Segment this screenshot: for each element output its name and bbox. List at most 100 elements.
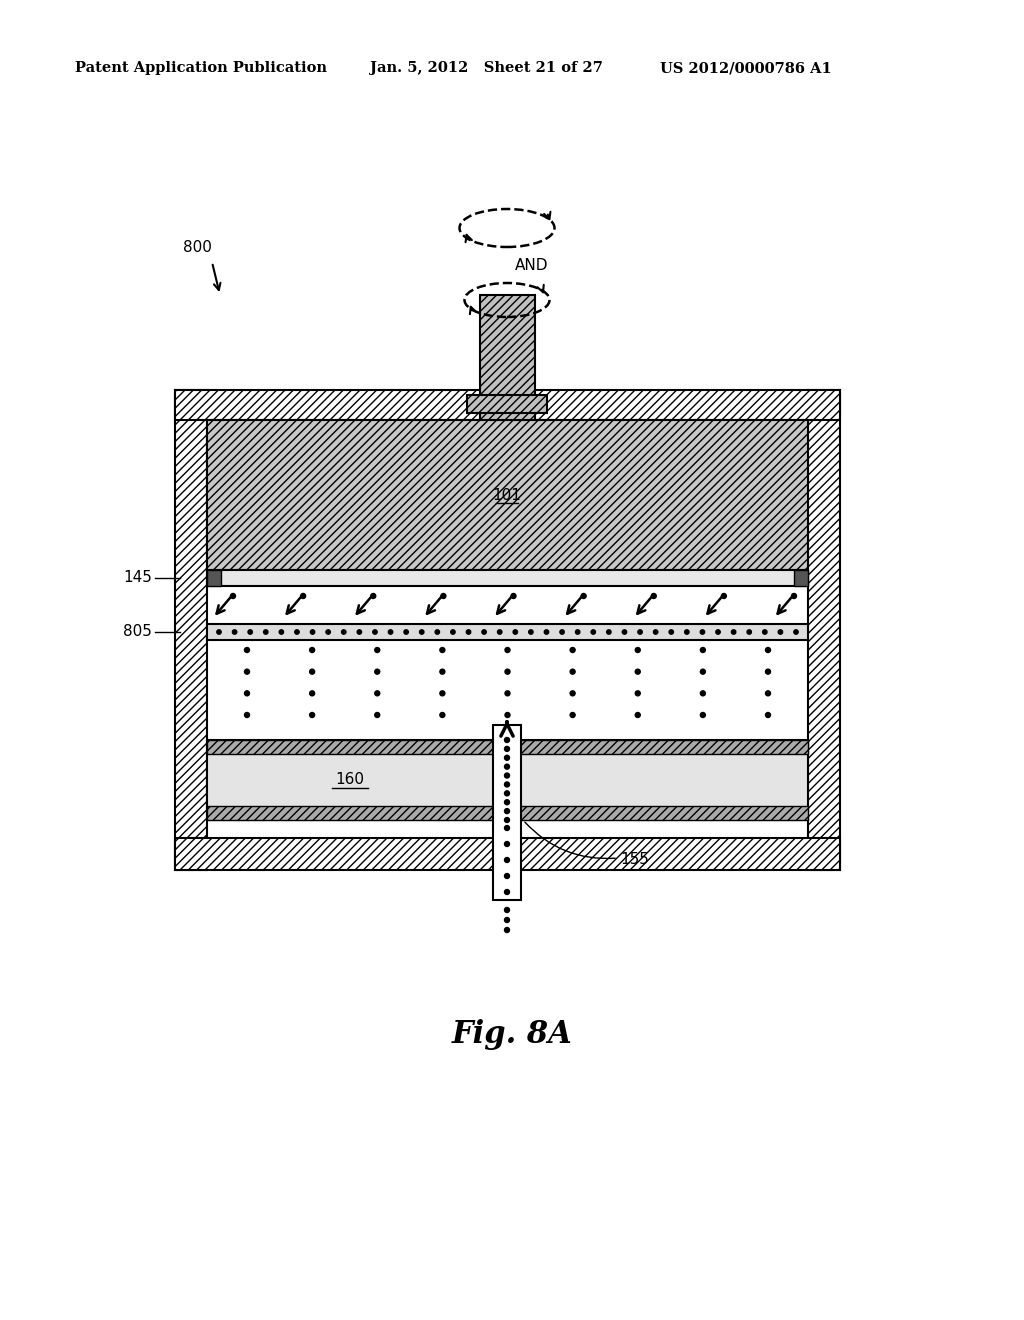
Circle shape bbox=[230, 594, 236, 598]
Circle shape bbox=[375, 713, 380, 718]
Circle shape bbox=[309, 669, 314, 675]
Bar bbox=[175, 389, 207, 870]
Circle shape bbox=[440, 690, 444, 696]
Circle shape bbox=[232, 630, 237, 634]
Circle shape bbox=[635, 669, 640, 675]
Circle shape bbox=[669, 630, 674, 634]
Text: 145: 145 bbox=[123, 570, 152, 586]
Circle shape bbox=[280, 630, 284, 634]
Circle shape bbox=[505, 817, 510, 822]
Circle shape bbox=[591, 630, 596, 634]
Circle shape bbox=[635, 648, 640, 652]
Circle shape bbox=[326, 630, 331, 634]
Bar bbox=[207, 624, 808, 640]
Circle shape bbox=[388, 630, 393, 634]
Circle shape bbox=[301, 594, 305, 598]
Text: Jan. 5, 2012   Sheet 21 of 27: Jan. 5, 2012 Sheet 21 of 27 bbox=[370, 61, 603, 75]
Circle shape bbox=[440, 648, 444, 652]
Circle shape bbox=[766, 690, 770, 696]
Circle shape bbox=[505, 858, 510, 862]
Circle shape bbox=[505, 690, 510, 696]
Circle shape bbox=[635, 713, 640, 718]
Circle shape bbox=[375, 648, 380, 652]
Bar bbox=[493, 725, 521, 900]
Circle shape bbox=[766, 713, 770, 718]
Text: US 2012/0000786 A1: US 2012/0000786 A1 bbox=[660, 61, 831, 75]
Circle shape bbox=[373, 630, 377, 634]
Bar bbox=[207, 420, 808, 570]
Circle shape bbox=[731, 630, 736, 634]
Bar bbox=[467, 395, 547, 413]
Circle shape bbox=[505, 842, 510, 846]
Circle shape bbox=[245, 713, 250, 718]
Text: Patent Application Publication: Patent Application Publication bbox=[75, 61, 327, 75]
Circle shape bbox=[498, 630, 502, 634]
Circle shape bbox=[792, 594, 797, 598]
Text: 800: 800 bbox=[183, 240, 212, 256]
Circle shape bbox=[582, 594, 586, 598]
Circle shape bbox=[606, 630, 611, 634]
Circle shape bbox=[748, 630, 752, 634]
Circle shape bbox=[513, 630, 517, 634]
Bar bbox=[175, 389, 840, 420]
Text: 805: 805 bbox=[123, 624, 152, 639]
Circle shape bbox=[766, 648, 770, 652]
Circle shape bbox=[635, 690, 640, 696]
Circle shape bbox=[505, 908, 510, 912]
Circle shape bbox=[295, 630, 299, 634]
Circle shape bbox=[310, 630, 314, 634]
Circle shape bbox=[248, 630, 252, 634]
Circle shape bbox=[766, 669, 770, 675]
Text: 160: 160 bbox=[336, 772, 365, 788]
Circle shape bbox=[357, 630, 361, 634]
Circle shape bbox=[778, 630, 782, 634]
Circle shape bbox=[700, 713, 706, 718]
Circle shape bbox=[505, 764, 510, 770]
Circle shape bbox=[309, 648, 314, 652]
Circle shape bbox=[545, 630, 549, 634]
Circle shape bbox=[309, 713, 314, 718]
Text: AND: AND bbox=[515, 257, 549, 272]
Circle shape bbox=[505, 774, 510, 777]
Circle shape bbox=[505, 890, 510, 895]
Circle shape bbox=[511, 594, 516, 598]
Circle shape bbox=[371, 594, 376, 598]
Circle shape bbox=[505, 746, 510, 751]
Bar bbox=[207, 741, 808, 754]
Circle shape bbox=[505, 800, 510, 805]
Circle shape bbox=[575, 630, 580, 634]
Circle shape bbox=[505, 874, 510, 879]
Circle shape bbox=[482, 630, 486, 634]
Bar bbox=[207, 570, 808, 586]
Circle shape bbox=[505, 917, 510, 923]
Circle shape bbox=[570, 648, 575, 652]
Circle shape bbox=[505, 825, 510, 830]
Circle shape bbox=[440, 669, 444, 675]
Bar bbox=[207, 741, 808, 820]
Text: 101: 101 bbox=[493, 487, 521, 503]
Circle shape bbox=[435, 630, 439, 634]
Circle shape bbox=[570, 690, 575, 696]
Bar bbox=[808, 389, 840, 870]
Circle shape bbox=[505, 738, 510, 742]
Circle shape bbox=[375, 669, 380, 675]
Circle shape bbox=[570, 713, 575, 718]
Circle shape bbox=[651, 594, 656, 598]
Circle shape bbox=[700, 669, 706, 675]
Circle shape bbox=[309, 690, 314, 696]
Circle shape bbox=[505, 755, 510, 760]
Bar bbox=[794, 570, 808, 586]
Circle shape bbox=[685, 630, 689, 634]
Bar bbox=[207, 570, 221, 586]
Circle shape bbox=[245, 669, 250, 675]
Circle shape bbox=[700, 690, 706, 696]
Text: Fig. 8A: Fig. 8A bbox=[452, 1019, 572, 1051]
Bar bbox=[175, 838, 840, 870]
Circle shape bbox=[716, 630, 720, 634]
Circle shape bbox=[263, 630, 268, 634]
Circle shape bbox=[505, 791, 510, 796]
Circle shape bbox=[700, 648, 706, 652]
Circle shape bbox=[375, 690, 380, 696]
Circle shape bbox=[466, 630, 471, 634]
Circle shape bbox=[763, 630, 767, 634]
